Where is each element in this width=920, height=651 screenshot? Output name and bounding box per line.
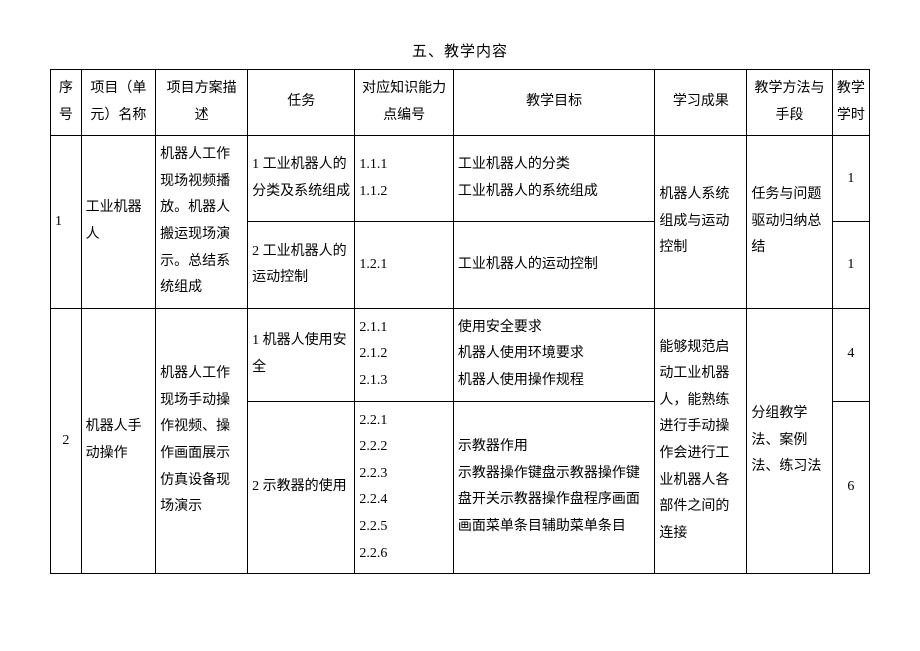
cell-code: 2.2.12.2.22.2.32.2.42.2.52.2.6 — [355, 401, 454, 574]
cell-method: 分组教学法、案例法、练习法 — [747, 308, 832, 573]
cell-task: 1 工业机器人的分类及系统组成 — [248, 136, 355, 222]
cell-hours: 6 — [832, 401, 869, 574]
header-name: 项目（单元）名称 — [81, 70, 155, 136]
header-seq: 序号 — [51, 70, 82, 136]
cell-task: 2 工业机器人的运动控制 — [248, 222, 355, 308]
cell-code: 1.1.11.1.2 — [355, 136, 454, 222]
header-code: 对应知识能力点编号 — [355, 70, 454, 136]
cell-seq: 1 — [51, 136, 82, 309]
table-row: 2 机器人手动操作 机器人工作现场手动操作视频、操作画面展示仿真设备现场演示 1… — [51, 308, 870, 401]
cell-goal: 使用安全要求机器人使用环境要求机器人使用操作规程 — [453, 308, 654, 401]
cell-desc: 机器人工作现场手动操作视频、操作画面展示仿真设备现场演示 — [156, 308, 248, 573]
cell-hours: 1 — [832, 222, 869, 308]
cell-goal: 工业机器人的分类工业机器人的系统组成 — [453, 136, 654, 222]
cell-result: 机器人系统组成与运动控制 — [655, 136, 747, 309]
header-method: 教学方法与手段 — [747, 70, 832, 136]
header-desc: 项目方案描述 — [156, 70, 248, 136]
cell-code: 2.1.12.1.22.1.3 — [355, 308, 454, 401]
teaching-content-table: 序号 项目（单元）名称 项目方案描述 任务 对应知识能力点编号 教学目标 学习成… — [50, 69, 870, 574]
cell-method: 任务与问题驱动归纳总结 — [747, 136, 832, 309]
cell-goal: 工业机器人的运动控制 — [453, 222, 654, 308]
header-goal: 教学目标 — [453, 70, 654, 136]
cell-result: 能够规范启动工业机器人，能熟练进行手动操作会进行工业机器人各部件之间的连接 — [655, 308, 747, 573]
cell-code: 1.2.1 — [355, 222, 454, 308]
header-result: 学习成果 — [655, 70, 747, 136]
cell-hours: 4 — [832, 308, 869, 401]
cell-desc: 机器人工作现场视频播放。机器人搬运现场演示。总结系统组成 — [156, 136, 248, 309]
cell-name: 工业机器人 — [81, 136, 155, 309]
cell-name: 机器人手动操作 — [81, 308, 155, 573]
cell-task: 2 示教器的使用 — [248, 401, 355, 574]
header-task: 任务 — [248, 70, 355, 136]
header-row: 序号 项目（单元）名称 项目方案描述 任务 对应知识能力点编号 教学目标 学习成… — [51, 70, 870, 136]
cell-goal: 示教器作用示教器操作键盘示教器操作键盘开关示教器操作盘程序画面画面菜单条目辅助菜… — [453, 401, 654, 574]
table-row: 1 工业机器人 机器人工作现场视频播放。机器人搬运现场演示。总结系统组成 1 工… — [51, 136, 870, 222]
cell-hours: 1 — [832, 136, 869, 222]
header-hours: 教学学时 — [832, 70, 869, 136]
section-title: 五、教学内容 — [50, 40, 870, 61]
cell-seq: 2 — [51, 308, 82, 573]
cell-task: 1 机器人使用安全 — [248, 308, 355, 401]
